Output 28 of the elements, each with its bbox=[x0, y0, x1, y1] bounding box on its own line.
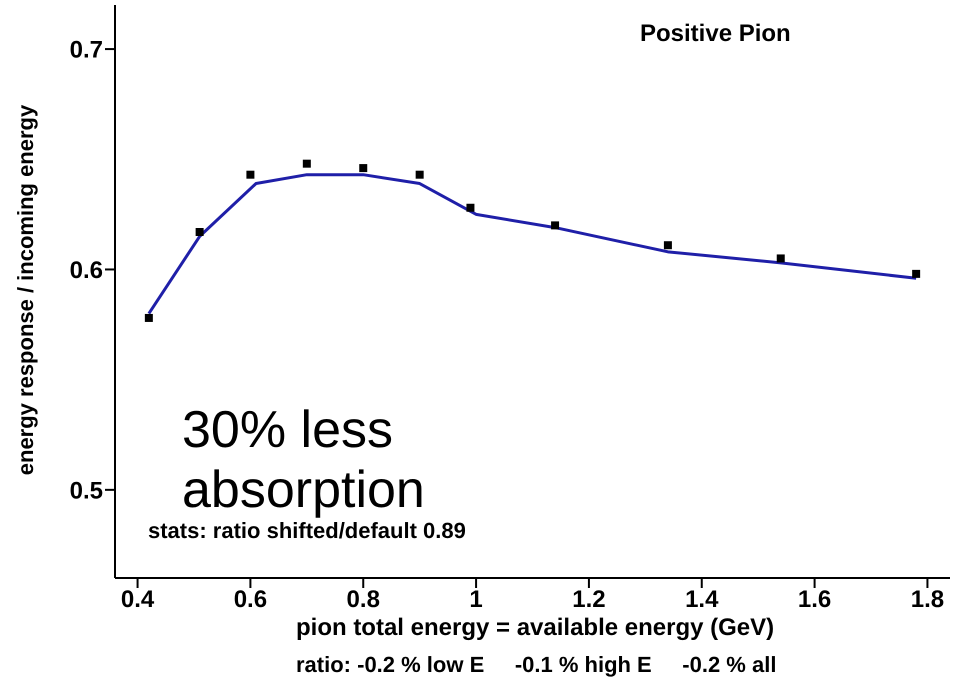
point bbox=[359, 164, 368, 172]
point bbox=[551, 221, 560, 230]
point bbox=[302, 160, 311, 168]
x-tick-label: 0.6 bbox=[234, 586, 268, 614]
point bbox=[912, 270, 920, 278]
x-tick-label: 0.4 bbox=[120, 586, 155, 614]
x-axis-title: pion total energy = available energy (GeV) bbox=[296, 614, 774, 642]
annotation: 30% less absorption bbox=[182, 400, 426, 520]
x-tick-label: 1.6 bbox=[798, 586, 832, 614]
y-tick-label: 0.7 bbox=[70, 36, 103, 64]
x-tick-label: 1 bbox=[469, 586, 483, 614]
x-tick-label: 1.4 bbox=[685, 586, 720, 614]
text: ratio: -0.2 % low E -0.1 % high E -0.2 % all bbox=[296, 652, 776, 678]
y-tick-label: 0.5 bbox=[70, 477, 103, 504]
x-tick-label: 0.8 bbox=[346, 586, 380, 614]
y-tick-label: 0.6 bbox=[70, 256, 103, 284]
text: Positive Pion bbox=[640, 20, 791, 48]
x-tick-label: 1.2 bbox=[572, 586, 606, 614]
point bbox=[466, 204, 474, 212]
point bbox=[776, 254, 785, 262]
x-tick-label: 1.8 bbox=[910, 586, 944, 614]
point bbox=[246, 170, 254, 179]
y-axis-title: energy response / incoming energy bbox=[13, 104, 39, 476]
annotation: stats: ratio shifted/default 0.89 bbox=[148, 518, 466, 544]
point bbox=[664, 241, 672, 250]
point bbox=[196, 228, 204, 236]
point bbox=[144, 314, 153, 322]
point bbox=[416, 170, 424, 179]
